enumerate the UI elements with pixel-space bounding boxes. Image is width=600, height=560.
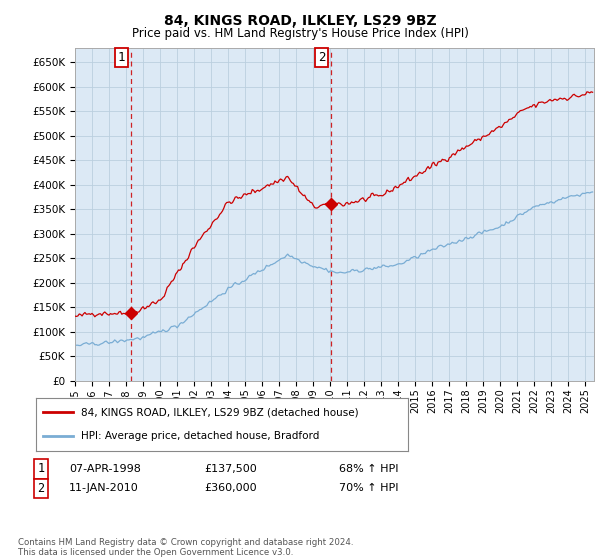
Text: 2: 2	[318, 51, 325, 64]
Text: 2: 2	[37, 482, 44, 495]
Text: 84, KINGS ROAD, ILKLEY, LS29 9BZ (detached house): 84, KINGS ROAD, ILKLEY, LS29 9BZ (detach…	[80, 408, 358, 418]
Text: Contains HM Land Registry data © Crown copyright and database right 2024.
This d: Contains HM Land Registry data © Crown c…	[18, 538, 353, 557]
Text: Price paid vs. HM Land Registry's House Price Index (HPI): Price paid vs. HM Land Registry's House …	[131, 27, 469, 40]
Text: 07-APR-1998: 07-APR-1998	[69, 464, 141, 474]
Text: £360,000: £360,000	[204, 483, 257, 493]
Text: £137,500: £137,500	[204, 464, 257, 474]
Text: 1: 1	[37, 462, 44, 475]
Text: HPI: Average price, detached house, Bradford: HPI: Average price, detached house, Brad…	[80, 431, 319, 441]
Text: 84, KINGS ROAD, ILKLEY, LS29 9BZ: 84, KINGS ROAD, ILKLEY, LS29 9BZ	[164, 14, 436, 28]
Text: 11-JAN-2010: 11-JAN-2010	[69, 483, 139, 493]
Text: 1: 1	[118, 51, 125, 64]
Text: 68% ↑ HPI: 68% ↑ HPI	[339, 464, 398, 474]
Text: 70% ↑ HPI: 70% ↑ HPI	[339, 483, 398, 493]
